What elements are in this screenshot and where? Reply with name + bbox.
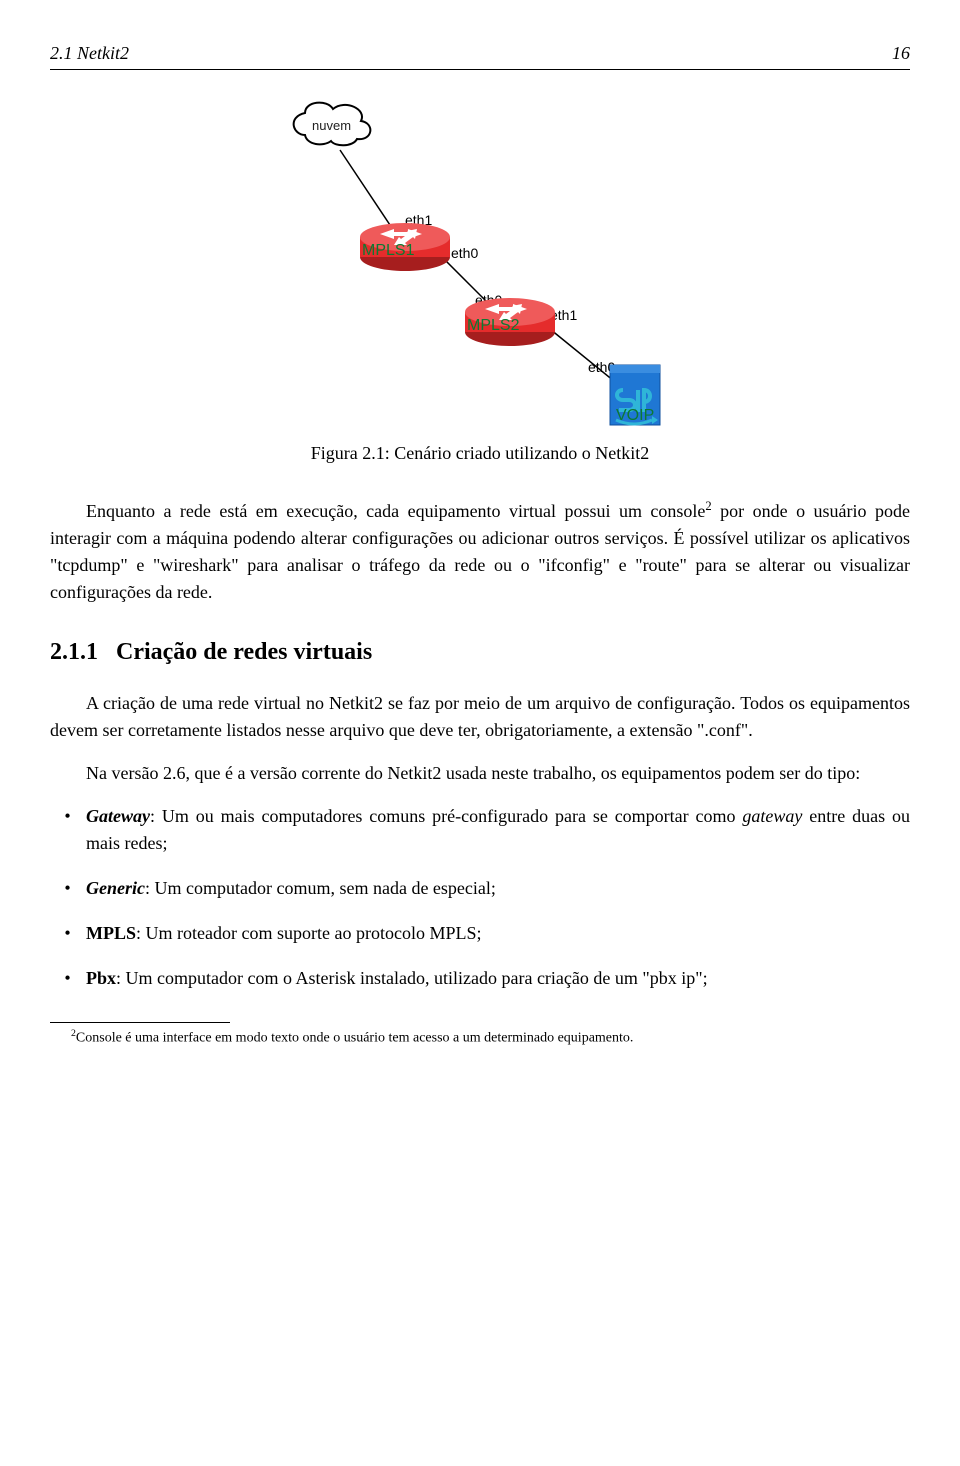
- equipment-type-list: Gateway: Um ou mais computadores comuns …: [50, 803, 910, 992]
- footnote: 2Console é uma interface em modo texto o…: [50, 1027, 910, 1049]
- heading-number: 2.1.1: [50, 639, 98, 665]
- desc-italic: gateway: [742, 806, 802, 826]
- paragraph-text: Enquanto a rede está em execução, cada e…: [86, 501, 705, 521]
- router-label: MPLS1: [362, 242, 415, 259]
- diagram-svg: eth1 eth0 eth0 eth1 eth0 nuvem MPLS1 MPL…: [230, 90, 730, 430]
- router-mpls2: MPLS2: [465, 298, 555, 346]
- router-label: MPLS2: [467, 317, 520, 334]
- desc: Um computador com o Asterisk instalado, …: [126, 968, 708, 988]
- list-item: Gateway: Um ou mais computadores comuns …: [86, 803, 910, 857]
- paragraph-3: Na versão 2.6, que é a versão corrente d…: [50, 760, 910, 787]
- list-item: Pbx: Um computador com o Asterisk instal…: [86, 965, 910, 992]
- footnote-text: Console é uma interface em modo texto on…: [76, 1031, 634, 1046]
- server-voip: VOIP: [610, 365, 660, 425]
- list-item: MPLS: Um roteador com suporte ao protoco…: [86, 920, 910, 947]
- desc: Um ou mais computadores comuns pré-confi…: [162, 806, 743, 826]
- desc: Um computador comum, sem nada de especia…: [155, 878, 496, 898]
- desc: Um roteador com suporte ao protocolo MPL…: [146, 923, 482, 943]
- cloud-label: nuvem: [312, 118, 351, 133]
- router-mpls1: MPLS1: [360, 223, 450, 271]
- term: MPLS: [86, 923, 136, 943]
- term: Generic: [86, 878, 145, 898]
- footnote-separator: [50, 1022, 230, 1023]
- figure-caption: Figura 2.1: Cenário criado utilizando o …: [50, 440, 910, 467]
- list-item: Generic: Um computador comum, sem nada d…: [86, 875, 910, 902]
- iface-label: eth0: [451, 245, 478, 261]
- heading-title: Criação de redes virtuais: [116, 639, 372, 665]
- term: Gateway: [86, 806, 150, 826]
- term: Pbx: [86, 968, 116, 988]
- header-page-number: 16: [892, 40, 910, 67]
- paragraph-2: A criação de uma rede virtual no Netkit2…: [50, 690, 910, 744]
- paragraph-1: Enquanto a rede está em execução, cada e…: [50, 497, 910, 606]
- server-label: VOIP: [616, 407, 654, 424]
- header-section: 2.1 Netkit2: [50, 40, 129, 67]
- subsection-heading: 2.1.1 Criação de redes virtuais: [50, 634, 910, 670]
- cloud-node: nuvem: [294, 103, 371, 146]
- running-header: 2.1 Netkit2 16: [50, 40, 910, 70]
- network-diagram: eth1 eth0 eth0 eth1 eth0 nuvem MPLS1 MPL…: [50, 90, 910, 430]
